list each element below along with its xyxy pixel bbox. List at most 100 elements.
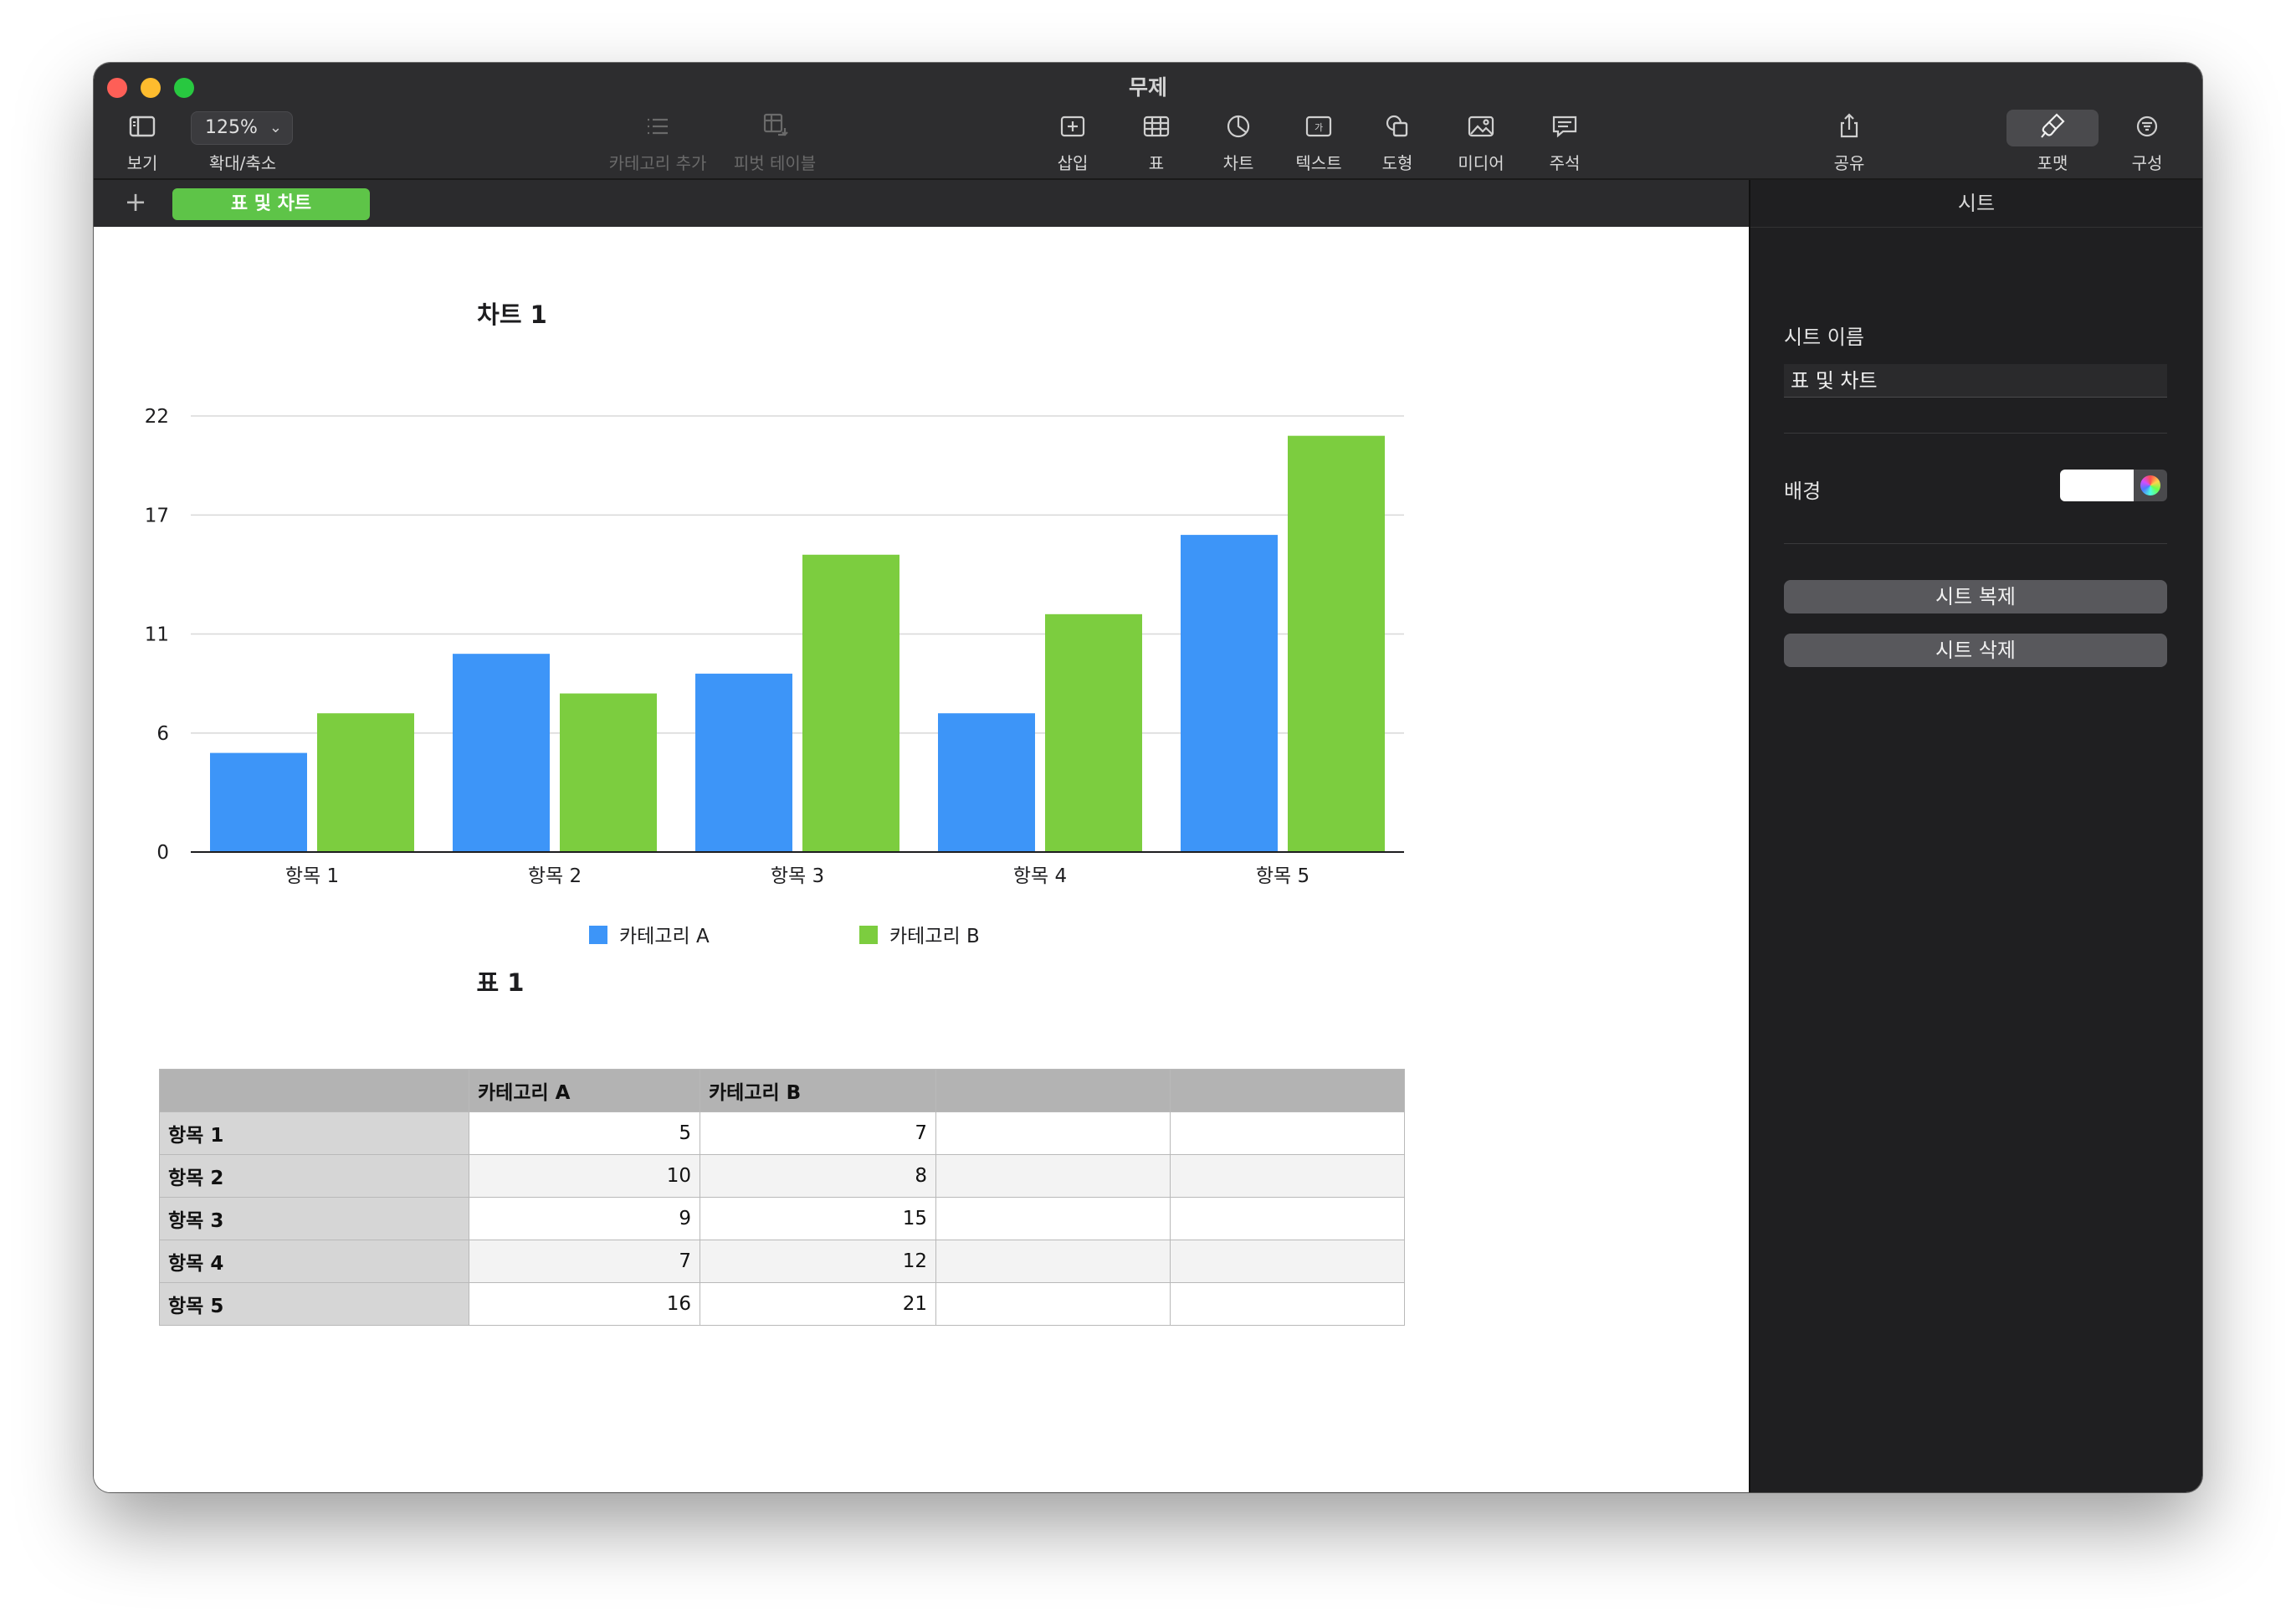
table-cell[interactable]: 7	[469, 1240, 700, 1283]
bar	[210, 752, 307, 852]
table-row-header[interactable]: 항목 1	[159, 1111, 469, 1155]
table-header-cell[interactable]: 카테고리 B	[700, 1069, 936, 1112]
table-cell[interactable]	[1170, 1197, 1405, 1240]
table-cell[interactable]	[935, 1282, 1171, 1326]
zoom-value: 125%	[205, 117, 258, 138]
legend-label: 카테고리 A	[619, 926, 710, 947]
sidebar-view-icon	[124, 108, 161, 145]
y-tick-label: 6	[156, 723, 169, 745]
table-button[interactable]: 표	[1133, 108, 1180, 175]
add-category-button[interactable]: 카테고리 추가	[609, 108, 706, 175]
bar	[695, 673, 792, 852]
chevron-down-icon: ⌄	[269, 119, 282, 136]
color-wheel-icon	[2140, 475, 2160, 495]
media-label: 미디어	[1458, 153, 1504, 173]
photo-icon	[1463, 108, 1499, 145]
table-cell[interactable]: 9	[469, 1197, 700, 1240]
table-row-header[interactable]: 항목 2	[159, 1154, 469, 1198]
table-row-header[interactable]: 항목 3	[159, 1197, 469, 1240]
format-label: 포맷	[2037, 153, 2068, 173]
background-color-well[interactable]	[2060, 470, 2134, 501]
table-cell[interactable]	[935, 1240, 1171, 1283]
table-cell[interactable]: 12	[700, 1240, 936, 1283]
divider	[1784, 543, 2167, 544]
data-table[interactable]: 카테고리 A 카테고리 B 항목 1 5 7 항목 2 10 8	[159, 1069, 1405, 1326]
text-button[interactable]: 가 텍스트	[1295, 108, 1342, 175]
table-cell[interactable]	[1170, 1240, 1405, 1283]
text-box-icon: 가	[1300, 108, 1337, 145]
organize-button[interactable]: 구성	[2124, 108, 2170, 175]
table-cell[interactable]: 21	[700, 1282, 936, 1326]
x-tick-label: 항목 2	[528, 865, 582, 887]
table-cell[interactable]	[935, 1111, 1171, 1155]
table-cell[interactable]: 16	[469, 1282, 700, 1326]
sheet-name-label: 시트 이름	[1784, 326, 1864, 349]
table-row-header[interactable]: 항목 4	[159, 1240, 469, 1283]
divider	[1784, 433, 2167, 434]
table-cell[interactable]: 10	[469, 1154, 700, 1198]
text-label: 텍스트	[1295, 153, 1342, 173]
table-header-cell[interactable]	[935, 1069, 1171, 1112]
chart-button[interactable]: 차트	[1215, 108, 1262, 175]
table-cell[interactable]: 8	[700, 1154, 936, 1198]
table-cell[interactable]: 7	[700, 1111, 936, 1155]
view-label: 보기	[126, 153, 158, 173]
bar-chart[interactable]: 0 6 11 17 22 항목 1 항목 2 항목 3 항목 4 항목 5 카테고리 A 카테고리 B	[94, 227, 1749, 1022]
table-title: 표 1	[476, 968, 525, 997]
pie-chart-icon	[1220, 108, 1257, 145]
bar	[1288, 435, 1385, 852]
table-row-header[interactable]: 항목 5	[159, 1282, 469, 1326]
view-button[interactable]: 보기	[119, 108, 166, 175]
comment-button[interactable]: 주석	[1541, 108, 1588, 175]
table-cell[interactable]: 5	[469, 1111, 700, 1155]
table-header-cell[interactable]: 카테고리 A	[469, 1069, 700, 1112]
plus-icon: +	[124, 186, 147, 218]
svg-text:가: 가	[1315, 122, 1323, 133]
zoom-window-button[interactable]	[174, 78, 194, 98]
color-wheel-button[interactable]	[2134, 470, 2167, 501]
close-window-button[interactable]	[107, 78, 127, 98]
table-header-cell[interactable]	[1170, 1069, 1405, 1112]
comment-label: 주석	[1549, 153, 1581, 173]
bar	[453, 654, 550, 852]
zoom-select[interactable]: 125% ⌄	[191, 111, 293, 145]
table-row: 항목 1 5 7	[159, 1111, 1405, 1155]
format-button-highlight	[2006, 110, 2099, 146]
table-cell[interactable]	[935, 1197, 1171, 1240]
table-cell[interactable]	[1170, 1154, 1405, 1198]
shape-icon	[1379, 108, 1416, 145]
bar	[938, 713, 1035, 852]
table-corner-cell[interactable]	[159, 1069, 469, 1112]
format-button[interactable]: 포맷	[2029, 108, 2076, 175]
pivot-table-button[interactable]: 피벗 테이블	[734, 108, 816, 175]
window-title: 무제	[1128, 75, 1167, 100]
legend-swatch	[859, 926, 878, 944]
pivot-table-icon	[756, 108, 793, 145]
sidebar-tab-sheet[interactable]: 시트	[1750, 180, 2202, 228]
share-button[interactable]: 공유	[1826, 108, 1873, 175]
table-cell[interactable]	[1170, 1111, 1405, 1155]
shape-button[interactable]: 도형	[1374, 108, 1421, 175]
delete-sheet-button[interactable]: 시트 삭제	[1784, 634, 2167, 667]
y-tick-label: 11	[145, 624, 169, 646]
table-row: 항목 2 10 8	[159, 1154, 1405, 1198]
media-button[interactable]: 미디어	[1458, 108, 1504, 175]
insert-button[interactable]: 삽입	[1049, 108, 1096, 175]
sheet-tab-active[interactable]: 표 및 차트	[172, 188, 370, 220]
add-sheet-button[interactable]: +	[119, 183, 152, 220]
comment-icon	[1546, 108, 1583, 145]
minimize-window-button[interactable]	[141, 78, 161, 98]
table-row: 항목 4 7 12	[159, 1240, 1405, 1283]
bar	[317, 713, 414, 852]
chart-title: 차트 1	[477, 300, 547, 329]
sheet-name-field[interactable]: 표 및 차트	[1784, 364, 2167, 398]
table-cell[interactable]	[935, 1154, 1171, 1198]
duplicate-sheet-button[interactable]: 시트 복제	[1784, 580, 2167, 613]
format-sidebar: 시트 시트 이름 표 및 차트 배경 시트 복제 시트 삭제	[1749, 180, 2202, 1492]
y-tick-label: 17	[145, 505, 169, 526]
table-cell[interactable]: 15	[700, 1197, 936, 1240]
background-label: 배경	[1784, 480, 1822, 503]
add-category-label: 카테고리 추가	[608, 153, 707, 173]
table-cell[interactable]	[1170, 1282, 1405, 1326]
table-icon	[1138, 108, 1175, 145]
